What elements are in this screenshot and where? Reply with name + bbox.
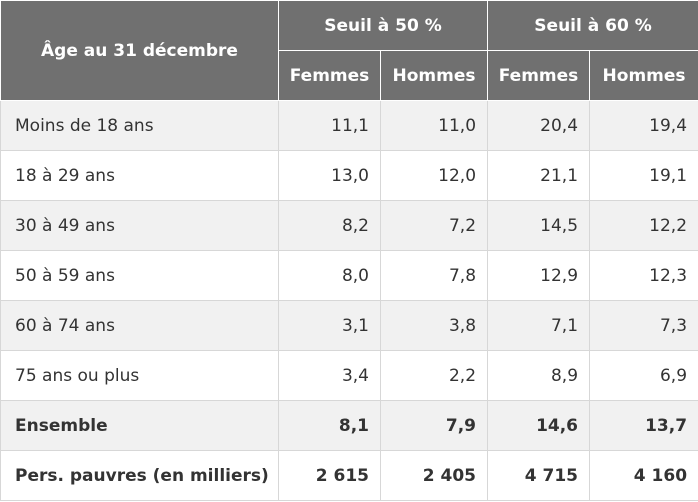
cell-hommes-50: 7,9 xyxy=(379,400,489,451)
cell-femmes-60: 12,9 xyxy=(487,250,591,301)
cell-femmes-50: 3,1 xyxy=(278,300,381,351)
cell-femmes-50: 8,1 xyxy=(278,400,381,451)
cell-hommes-60: 12,3 xyxy=(589,250,698,301)
cell-femmes-60: 7,1 xyxy=(487,300,591,351)
row-label: 75 ans ou plus xyxy=(0,350,279,401)
cell-femmes-50: 2 615 xyxy=(278,450,381,501)
table-row: Moins de 18 ans 11,1 11,0 20,4 19,4 xyxy=(0,100,698,151)
table-row: 30 à 49 ans 8,2 7,2 14,5 12,2 xyxy=(0,200,698,251)
cell-femmes-50: 11,1 xyxy=(278,100,381,151)
table-body: Moins de 18 ans 11,1 11,0 20,4 19,4 18 à… xyxy=(0,100,698,501)
subheader-femmes-60: Femmes xyxy=(487,50,591,101)
cell-femmes-60: 4 715 xyxy=(487,450,591,501)
table-row-pers-pauvres: Pers. pauvres (en milliers) 2 615 2 405 … xyxy=(0,450,698,501)
group-header-seuil-50: Seuil à 50 % xyxy=(277,0,489,51)
cell-femmes-60: 21,1 xyxy=(487,150,591,201)
cell-hommes-50: 3,8 xyxy=(379,300,489,351)
row-label: 50 à 59 ans xyxy=(0,250,279,301)
cell-hommes-60: 6,9 xyxy=(589,350,698,401)
row-label: 18 à 29 ans xyxy=(0,150,279,201)
cell-femmes-60: 20,4 xyxy=(487,100,591,151)
cell-hommes-50: 12,0 xyxy=(379,150,489,201)
cell-hommes-60: 4 160 xyxy=(589,450,698,501)
row-label: Moins de 18 ans xyxy=(0,100,279,151)
header-row-sexes: Femmes Hommes Femmes Hommes xyxy=(1,50,698,101)
cell-femmes-50: 13,0 xyxy=(278,150,381,201)
cell-femmes-50: 8,0 xyxy=(278,250,381,301)
cell-hommes-60: 19,4 xyxy=(589,100,698,151)
header-row-groups: Âge au 31 décembre Seuil à 50 % Seuil à … xyxy=(0,0,698,101)
cell-hommes-50: 7,2 xyxy=(379,200,489,251)
cell-femmes-60: 8,9 xyxy=(487,350,591,401)
group-header-seuil-60: Seuil à 60 % xyxy=(487,0,698,51)
table-row: 60 à 74 ans 3,1 3,8 7,1 7,3 xyxy=(0,300,698,351)
cell-hommes-60: 12,2 xyxy=(589,200,698,251)
row-label: 30 à 49 ans xyxy=(0,200,279,251)
table-row-ensemble: Ensemble 8,1 7,9 14,6 13,7 xyxy=(0,400,698,451)
cell-hommes-60: 13,7 xyxy=(589,400,698,451)
cell-hommes-50: 2,2 xyxy=(379,350,489,401)
table-row: 75 ans ou plus 3,4 2,2 8,9 6,9 xyxy=(0,350,698,401)
subheader-hommes-60: Hommes xyxy=(589,50,698,101)
cell-hommes-60: 19,1 xyxy=(589,150,698,201)
cell-hommes-50: 7,8 xyxy=(379,250,489,301)
subheader-femmes-50: Femmes xyxy=(278,50,381,101)
cell-hommes-60: 7,3 xyxy=(589,300,698,351)
cell-femmes-60: 14,5 xyxy=(487,200,591,251)
cell-femmes-50: 8,2 xyxy=(278,200,381,251)
age-column-header: Âge au 31 décembre xyxy=(0,0,279,101)
table-row: 50 à 59 ans 8,0 7,8 12,9 12,3 xyxy=(0,250,698,301)
cell-hommes-50: 2 405 xyxy=(379,450,489,501)
cell-femmes-50: 3,4 xyxy=(278,350,381,401)
row-label: Pers. pauvres (en milliers) xyxy=(0,450,279,501)
cell-femmes-60: 14,6 xyxy=(487,400,591,451)
row-label: Ensemble xyxy=(0,400,279,451)
cell-hommes-50: 11,0 xyxy=(379,100,489,151)
table-header: Âge au 31 décembre Seuil à 50 % Seuil à … xyxy=(0,0,698,101)
table-row: 18 à 29 ans 13,0 12,0 21,1 19,1 xyxy=(0,150,698,201)
subheader-hommes-50: Hommes xyxy=(379,50,489,101)
row-label: 60 à 74 ans xyxy=(0,300,279,351)
